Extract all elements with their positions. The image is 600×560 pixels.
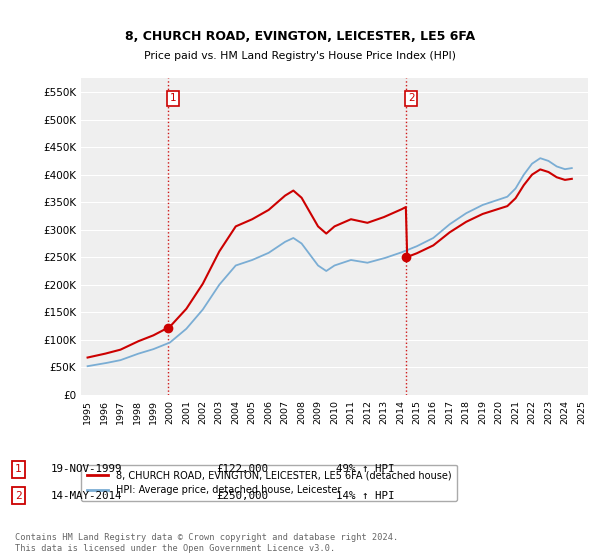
Text: 19-NOV-1999: 19-NOV-1999 (51, 464, 122, 474)
Text: 1: 1 (15, 464, 22, 474)
Text: 8, CHURCH ROAD, EVINGTON, LEICESTER, LE5 6FA: 8, CHURCH ROAD, EVINGTON, LEICESTER, LE5… (125, 30, 475, 43)
Legend: 8, CHURCH ROAD, EVINGTON, LEICESTER, LE5 6FA (detached house), HPI: Average pric: 8, CHURCH ROAD, EVINGTON, LEICESTER, LE5… (81, 465, 457, 501)
Text: £122,000: £122,000 (216, 464, 268, 474)
Text: £250,000: £250,000 (216, 491, 268, 501)
Text: 49% ↑ HPI: 49% ↑ HPI (336, 464, 395, 474)
Text: 2: 2 (408, 94, 415, 103)
Text: Price paid vs. HM Land Registry's House Price Index (HPI): Price paid vs. HM Land Registry's House … (144, 51, 456, 61)
Text: 14% ↑ HPI: 14% ↑ HPI (336, 491, 395, 501)
Text: 1: 1 (170, 94, 176, 103)
Text: 2: 2 (15, 491, 22, 501)
Text: 14-MAY-2014: 14-MAY-2014 (51, 491, 122, 501)
Text: Contains HM Land Registry data © Crown copyright and database right 2024.
This d: Contains HM Land Registry data © Crown c… (15, 533, 398, 553)
